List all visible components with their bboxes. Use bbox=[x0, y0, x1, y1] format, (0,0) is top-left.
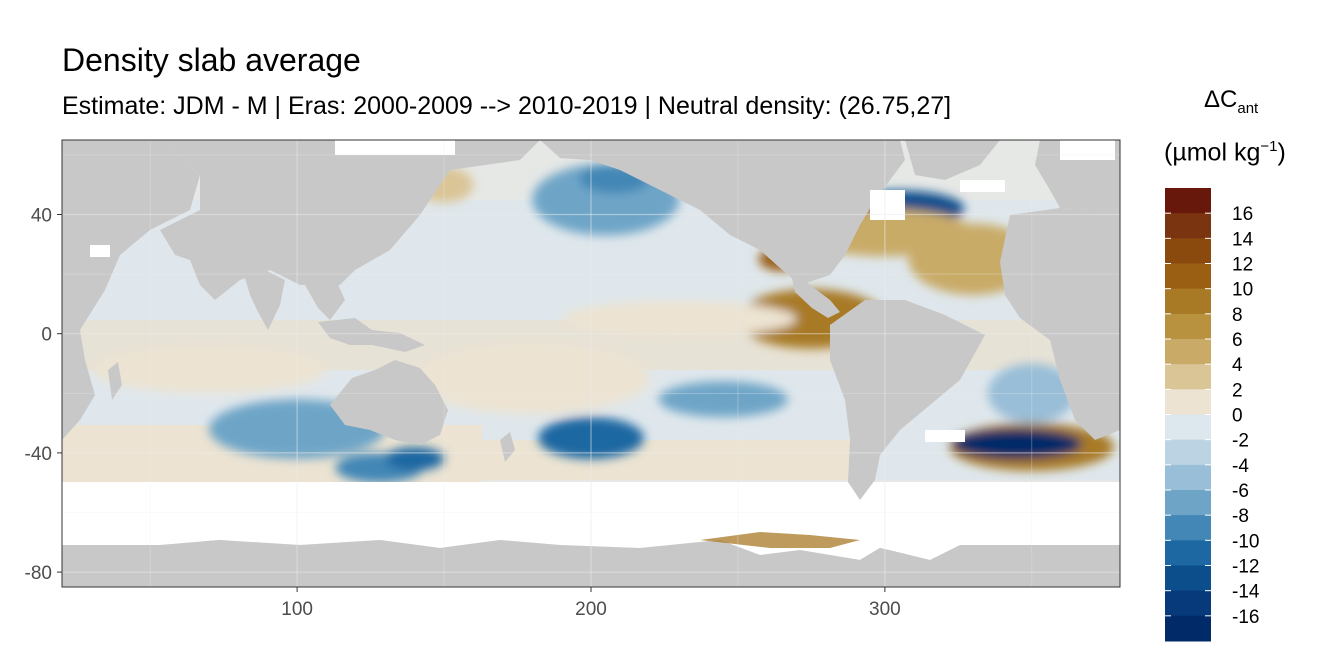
north-america-land bbox=[540, 140, 905, 285]
legend-swatch bbox=[1165, 515, 1211, 541]
legend-swatch bbox=[1165, 364, 1211, 390]
legend-title: ΔCant bbox=[1204, 86, 1259, 117]
legend-label: -10 bbox=[1232, 531, 1259, 552]
x-tick-label: 100 bbox=[281, 599, 313, 620]
legend-swatch bbox=[1165, 238, 1211, 264]
x-tick-label: 200 bbox=[575, 599, 607, 620]
value-patch bbox=[561, 300, 797, 337]
southeast-asia-land bbox=[305, 278, 345, 320]
map-subtitle: Estimate: JDM - M | Eras: 2000-2009 --> … bbox=[62, 92, 952, 120]
legend-swatch bbox=[1165, 389, 1211, 415]
legend-label: 4 bbox=[1232, 355, 1243, 376]
legend-swatch bbox=[1165, 213, 1211, 239]
value-patch bbox=[658, 381, 788, 418]
legend-label: 10 bbox=[1232, 280, 1253, 301]
x-tick-label: 300 bbox=[869, 599, 901, 620]
value-patch-layer bbox=[91, 163, 1115, 564]
legend-colorbar bbox=[1165, 188, 1211, 642]
y-tick-label: 40 bbox=[31, 206, 52, 227]
y-axis: 40 0 -40 -80 bbox=[25, 206, 62, 584]
legend-label: 12 bbox=[1232, 255, 1253, 276]
legend-labels: 16 14 12 10 8 6 4 2 0 -2 -4 -6 -8 -10 -12 -14 -16 bbox=[1165, 204, 1260, 628]
legend-label: 16 bbox=[1232, 204, 1253, 225]
new-zealand-land bbox=[500, 432, 515, 462]
indonesia-land bbox=[318, 318, 425, 352]
legend-swatch bbox=[1165, 540, 1211, 566]
west-africa-land bbox=[1000, 208, 1120, 440]
legend-swatch bbox=[1165, 313, 1211, 340]
legend-label: -4 bbox=[1232, 456, 1249, 477]
legend-label: 6 bbox=[1232, 330, 1243, 351]
legend-label: -16 bbox=[1232, 607, 1259, 628]
legend-label: -2 bbox=[1232, 431, 1249, 452]
y-tick-label: 0 bbox=[41, 325, 52, 346]
india-land bbox=[245, 270, 285, 330]
value-patch bbox=[385, 446, 445, 471]
value-patch bbox=[91, 345, 327, 394]
legend-swatch bbox=[1165, 339, 1211, 365]
legend-label: -8 bbox=[1232, 506, 1249, 527]
antarctic-shelf-patch bbox=[700, 532, 860, 548]
value-patch bbox=[414, 342, 650, 415]
legend-label: 14 bbox=[1232, 229, 1254, 250]
legend-swatch bbox=[1165, 565, 1211, 592]
legend-label: -14 bbox=[1232, 582, 1260, 603]
legend-swatch bbox=[1165, 464, 1211, 491]
legend-swatch bbox=[1165, 590, 1211, 617]
greenland-land bbox=[905, 140, 1000, 180]
south-america-land bbox=[830, 300, 985, 500]
australia-land bbox=[330, 360, 448, 445]
legend-swatch bbox=[1165, 188, 1211, 214]
legend-label: 8 bbox=[1232, 305, 1243, 326]
y-tick-label: -40 bbox=[25, 444, 52, 465]
legend-swatch bbox=[1165, 288, 1211, 315]
legend-label: 2 bbox=[1232, 380, 1243, 401]
madagascar-land bbox=[108, 362, 122, 400]
legend-swatch bbox=[1165, 439, 1211, 466]
central-america-land bbox=[790, 270, 840, 318]
y-tick-label: -80 bbox=[25, 563, 52, 584]
legend-label: -6 bbox=[1232, 481, 1249, 502]
legend-swatch bbox=[1165, 414, 1211, 441]
value-patch bbox=[952, 429, 1082, 459]
legend-swatch bbox=[1165, 263, 1211, 290]
map-title: Density slab average bbox=[62, 42, 361, 78]
x-axis: 100 200 300 bbox=[281, 587, 901, 620]
legend-label: 0 bbox=[1232, 406, 1243, 427]
legend-unit: (µmol kg−1) bbox=[1164, 138, 1286, 167]
grid-lines bbox=[62, 140, 1120, 587]
legend-swatch bbox=[1165, 615, 1211, 642]
legend-label: -12 bbox=[1232, 557, 1259, 578]
legend-swatch bbox=[1165, 490, 1211, 516]
eurasia-land bbox=[160, 140, 540, 300]
